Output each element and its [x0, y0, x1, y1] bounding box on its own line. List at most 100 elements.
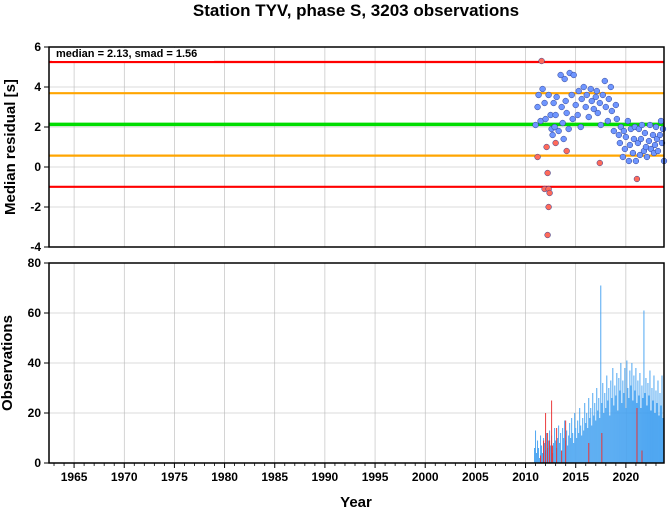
outlier-observation-bar: [636, 408, 638, 463]
x-tick-label: 2005: [462, 470, 489, 484]
residual-point: [652, 123, 660, 131]
residual-point: [641, 129, 649, 137]
observation-bar: [629, 370, 631, 463]
observation-bar: [579, 408, 581, 463]
residual-point: [550, 99, 557, 107]
y-tick-label: -2: [30, 200, 41, 214]
observation-bar: [569, 423, 571, 463]
observation-bar: [541, 445, 543, 463]
observation-bar: [567, 445, 569, 463]
residual-point: [659, 125, 667, 133]
residual-point: [561, 75, 568, 83]
observation-bar: [632, 400, 634, 463]
outlier-point: [633, 175, 641, 183]
observation-bar: [542, 453, 544, 463]
residual-point: [624, 117, 632, 125]
residual-point: [578, 95, 585, 103]
observation-bar: [571, 418, 573, 463]
observation-bar: [553, 443, 555, 463]
observation-bar: [646, 405, 648, 463]
residual-point: [562, 97, 569, 105]
y-tick-label: 20: [28, 406, 42, 420]
observation-bar: [580, 425, 582, 463]
residual-point: [549, 131, 556, 139]
outlier-observation-bar: [588, 443, 590, 463]
observation-bar: [597, 410, 599, 463]
observation-bar: [656, 403, 658, 463]
residual-point: [612, 101, 619, 109]
residual-panel: -4 -2 0 2 4 6 median = 2.13, smad = 1.56 Medi…: [2, 40, 668, 254]
observation-bar: [562, 428, 564, 463]
observation-bar: [654, 413, 656, 463]
observation-bar: [648, 395, 650, 463]
residual-point: [572, 101, 579, 109]
residual-point: [622, 133, 630, 141]
x-tick-label: 1995: [362, 470, 389, 484]
residual-point: [626, 141, 634, 149]
observation-bar: [548, 440, 550, 463]
residual-point: [534, 103, 541, 111]
residual-point: [555, 127, 562, 135]
observation-bar: [572, 433, 574, 463]
observation-bar: [591, 425, 593, 463]
residual-point: [613, 115, 620, 123]
residual-point: [610, 127, 617, 135]
observation-bar: [624, 368, 626, 463]
y-tick-label: 2: [34, 120, 41, 134]
residual-point: [570, 71, 577, 79]
residual-point: [557, 71, 564, 79]
residual-point: [582, 103, 589, 111]
x-tick-label: 1985: [261, 470, 288, 484]
residual-point: [638, 121, 646, 129]
observation-bar: [600, 285, 602, 463]
observation-bar: [593, 415, 595, 463]
observation-bar: [590, 408, 592, 463]
residual-point: [643, 153, 651, 161]
x-ticks: 1965 1970 1975 1980 1985 1990 1995 2000 2005 2010…: [53, 463, 657, 484]
x-tick-label: 1980: [211, 470, 238, 484]
observation-bar: [583, 430, 585, 463]
observation-bar: [602, 383, 604, 463]
observation-bar: [576, 438, 578, 463]
outlier-point: [538, 57, 545, 65]
observation-bar: [588, 398, 590, 463]
residual-points: [532, 57, 668, 239]
residual-point: [599, 91, 606, 99]
observation-bar: [577, 420, 579, 463]
residual-point: [551, 123, 558, 131]
residual-point: [532, 121, 539, 129]
observation-bar: [555, 440, 557, 463]
observation-bar: [574, 413, 576, 463]
observations-y-ticks: 0 20 40 60 80: [28, 256, 49, 470]
observation-bar: [622, 380, 624, 463]
observation-bar: [647, 383, 649, 463]
residual-point: [590, 105, 597, 113]
residual-point: [593, 87, 600, 95]
residual-point: [587, 85, 594, 93]
observation-bar: [568, 435, 570, 463]
residual-point: [615, 131, 623, 139]
x-tick-label: 2020: [613, 470, 640, 484]
observation-bar: [651, 388, 653, 463]
y-tick-label: 4: [34, 80, 41, 94]
observation-bar: [618, 378, 620, 463]
residual-point: [597, 121, 604, 129]
residual-point: [651, 141, 659, 149]
residual-point: [592, 93, 599, 101]
residual-point: [583, 91, 590, 99]
residual-frame: [48, 46, 665, 248]
observation-bar: [653, 375, 655, 463]
observation-bar: [630, 385, 632, 463]
observation-bar: [575, 428, 577, 463]
outlier-observation-bar: [545, 413, 547, 463]
residual-point: [602, 103, 609, 111]
residual-point: [616, 139, 624, 147]
observation-bar: [617, 410, 619, 463]
outlier-observation-bar: [549, 440, 551, 463]
outlier-point: [534, 153, 541, 161]
observation-bar: [604, 393, 606, 463]
observation-bar: [594, 403, 596, 463]
observation-bar: [610, 380, 612, 463]
observation-bar: [599, 418, 601, 463]
outlier-point: [552, 139, 559, 147]
